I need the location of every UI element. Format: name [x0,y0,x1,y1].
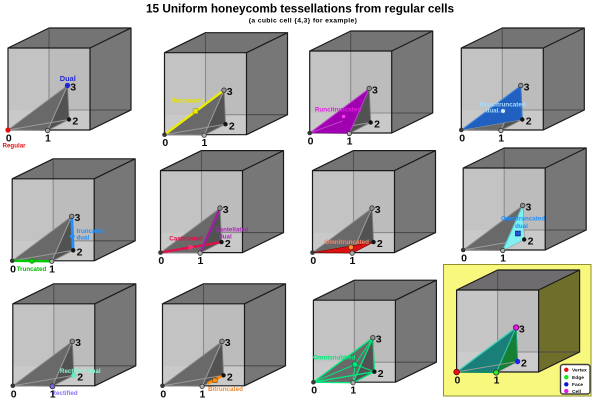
svg-text:0: 0 [310,255,316,267]
svg-text:2: 2 [77,371,83,383]
svg-text:1: 1 [494,375,500,387]
svg-text:1: 1 [500,253,506,265]
svg-text:Cantellated: Cantellated [169,236,203,243]
svg-text:Rectified dual: Rectified dual [60,368,101,375]
svg-text:2: 2 [528,236,534,248]
svg-text:Dual: Dual [60,74,76,83]
svg-text:3: 3 [376,334,382,346]
svg-text:2: 2 [378,368,384,380]
svg-text:Omnitruncated: Omnitruncated [324,239,369,246]
svg-text:Face: Face [572,382,583,388]
svg-text:3: 3 [526,201,532,213]
svg-text:Cantellated: Cantellated [215,227,249,234]
svg-text:2: 2 [521,358,527,370]
svg-text:Bitruncated: Bitruncated [208,386,243,393]
svg-text:dual.: dual. [486,108,501,115]
svg-text:1: 1 [45,133,51,145]
svg-text:2: 2 [377,238,383,250]
svg-text:Vertex: Vertex [572,368,587,374]
svg-text:1: 1 [201,137,207,149]
svg-text:dual: dual [77,235,90,242]
svg-text:1: 1 [349,255,355,267]
svg-text:3: 3 [372,84,378,96]
svg-text:(a cubic cell {4,3} for exampl: (a cubic cell {4,3} for example) [249,17,357,24]
svg-text:2: 2 [227,371,233,383]
svg-text:Omnisnubbed: Omnisnubbed [313,355,355,362]
svg-text:1: 1 [498,133,504,145]
svg-text:3: 3 [227,86,233,98]
svg-text:3: 3 [519,323,525,335]
svg-text:Cell: Cell [572,389,582,395]
svg-text:Runcitruncated: Runcitruncated [315,107,361,114]
svg-text:1: 1 [197,255,203,267]
svg-text:2: 2 [77,246,83,258]
svg-text:dual: dual [219,234,232,241]
svg-text:0: 0 [158,255,164,267]
svg-text:0: 0 [461,253,467,265]
svg-text:2: 2 [225,238,231,250]
svg-text:2: 2 [526,116,532,128]
svg-text:1: 1 [49,263,55,275]
svg-text:1: 1 [347,136,353,148]
svg-text:0: 0 [10,263,16,275]
svg-text:0: 0 [6,133,12,145]
svg-text:1: 1 [50,388,56,400]
svg-text:0: 0 [459,133,465,145]
svg-text:3: 3 [75,212,81,224]
svg-text:3: 3 [225,337,231,349]
svg-text:3: 3 [70,81,76,93]
svg-text:Regular: Regular [3,143,27,150]
svg-text:dual: dual [515,223,528,230]
svg-text:0: 0 [454,375,460,387]
svg-text:0: 0 [162,137,168,149]
svg-text:Truncated: Truncated [17,266,47,273]
svg-text:3: 3 [75,337,81,349]
svg-text:2: 2 [72,116,78,128]
svg-text:Omnitruncated: Omnitruncated [501,216,545,223]
svg-text:0: 0 [311,385,317,397]
svg-text:Rectified: Rectified [52,390,78,397]
svg-text:1: 1 [199,388,205,400]
svg-text:Runcinated: Runcinated [171,98,204,105]
svg-text:Runcitruncated: Runcitruncated [480,102,526,109]
svg-text:1: 1 [350,385,356,397]
svg-text:3: 3 [524,81,530,93]
svg-text:3: 3 [223,204,229,216]
svg-text:3: 3 [375,204,381,216]
svg-text:truncated: truncated [77,228,105,235]
svg-text:Edge: Edge [572,375,584,381]
svg-text:0: 0 [160,388,166,400]
svg-text:0: 0 [308,136,314,148]
svg-text:0: 0 [11,388,17,400]
svg-text:15 Uniform honeycomb tessellat: 15 Uniform honeycomb tessellations from … [146,2,455,16]
svg-text:2: 2 [229,120,235,132]
svg-text:2: 2 [374,119,380,131]
